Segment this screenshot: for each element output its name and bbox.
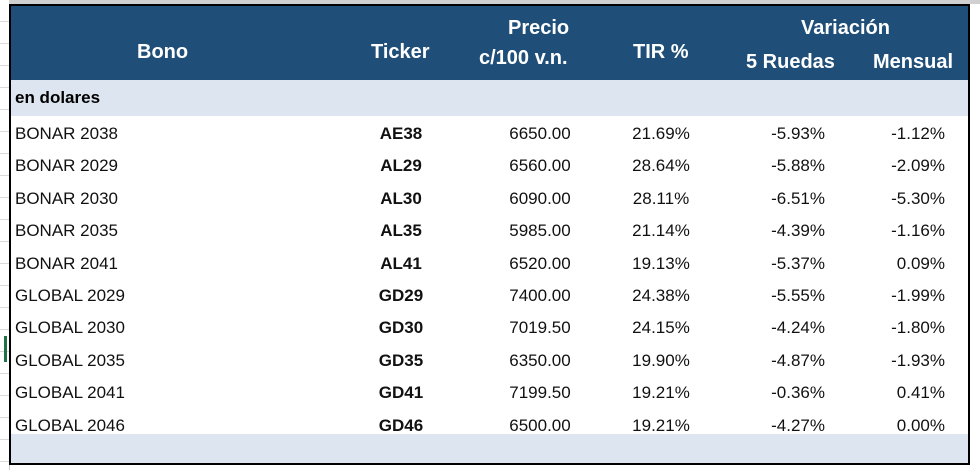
ticker-cell: AL35 [380, 221, 422, 241]
bono-cell: BONAR 2041 [15, 253, 118, 273]
header-tir: TIR % [633, 41, 689, 63]
precio-cell: 6520.00 [509, 253, 571, 273]
variacion-5-ruedas-cell: -4.39% [771, 221, 825, 241]
table-body: BONAR 2038 AE38 6650.00 21.69% -5.93% -1.12% B… [11, 118, 968, 442]
active-row-marker [4, 336, 7, 362]
bono-cell: BONAR 2038 [15, 124, 118, 143]
bono-cell: GLOBAL 2046 [15, 415, 125, 435]
ticker-cell: GD29 [378, 285, 424, 305]
bono-cell: GLOBAL 2041 [15, 383, 125, 403]
header-mensual: Mensual [873, 51, 954, 73]
tir-cell: 28.64% [632, 156, 690, 176]
bono-cell: GLOBAL 2030 [15, 318, 125, 338]
ticker-cell: GD35 [378, 350, 424, 370]
table-row: GLOBAL 2041 GD41 7199.50 19.21% -0.36% 0.41% [11, 377, 968, 409]
variacion-5-ruedas-cell: -6.51% [771, 188, 825, 208]
variacion-mensual-cell: -1.16% [891, 221, 945, 241]
header-variacion: Variación [801, 17, 890, 39]
tir-cell: 21.69% [632, 124, 690, 143]
variacion-mensual-cell: 0.09% [896, 253, 945, 273]
tir-cell: 24.38% [632, 285, 690, 305]
bono-cell: GLOBAL 2035 [15, 350, 125, 370]
bono-cell: BONAR 2029 [15, 156, 118, 176]
table-row: BONAR 2041 AL41 6520.00 19.13% -5.37% 0.09% [11, 248, 968, 280]
table-row: BONAR 2029 AL29 6560.00 28.64% -5.88% -2.09% [11, 150, 968, 182]
precio-cell: 6650.00 [509, 124, 571, 143]
precio-cell: 6090.00 [509, 188, 571, 208]
ticker-cell: GD30 [378, 318, 424, 338]
variacion-mensual-cell: -1.93% [891, 350, 945, 370]
tir-cell: 19.21% [632, 383, 690, 403]
variacion-5-ruedas-cell: -5.37% [771, 253, 825, 273]
bono-cell: BONAR 2030 [15, 188, 118, 208]
variacion-mensual-cell: -1.12% [891, 124, 945, 143]
ticker-cell: AE38 [379, 124, 423, 143]
variacion-mensual-cell: 0.41% [896, 383, 945, 403]
ticker-cell: AL41 [380, 253, 422, 273]
tir-cell: 19.13% [632, 253, 690, 273]
bono-cell: GLOBAL 2029 [15, 285, 125, 305]
table-row: BONAR 2038 AE38 6650.00 21.69% -5.93% -1.12% [11, 118, 968, 150]
tir-cell: 24.15% [632, 318, 690, 338]
precio-cell: 7199.50 [509, 383, 571, 403]
tir-cell: 21.14% [632, 221, 690, 241]
tir-cell: 19.90% [632, 350, 690, 370]
variacion-5-ruedas-cell: -5.55% [771, 285, 825, 305]
header-precio-unit: c/100 v.n. [479, 47, 568, 69]
table-row: BONAR 2030 AL30 6090.00 28.11% -6.51% -5.30% [11, 183, 968, 215]
ticker-cell: AL30 [380, 188, 422, 208]
ticker-cell: GD41 [378, 383, 424, 403]
bono-cell: BONAR 2035 [15, 221, 118, 241]
table-row: BONAR 2035 AL35 5985.00 21.14% -4.39% -1.16% [11, 215, 968, 247]
bond-table: Bono Ticker Precio c/100 v.n. TIR % Vari… [9, 4, 970, 465]
variacion-5-ruedas-cell: -5.93% [771, 124, 825, 143]
top-rule [9, 0, 980, 4]
variacion-mensual-cell: 0.00% [896, 415, 945, 435]
header-precio: Precio [508, 17, 570, 39]
table-header: Bono Ticker Precio c/100 v.n. TIR % Vari… [11, 6, 968, 80]
table-row: GLOBAL 2029 GD29 7400.00 24.38% -5.55% -1.99% [11, 280, 968, 312]
table-row: GLOBAL 2030 GD30 7019.50 24.15% -4.24% -1.80% [11, 312, 968, 344]
precio-cell: 5985.00 [509, 221, 571, 241]
precio-cell: 6350.00 [509, 350, 571, 370]
precio-cell: 7019.50 [509, 318, 571, 338]
variacion-mensual-cell: -1.80% [891, 318, 945, 338]
precio-cell: 7400.00 [509, 285, 571, 305]
variacion-5-ruedas-cell: -4.87% [771, 350, 825, 370]
header-bono: Bono [137, 41, 189, 63]
header-5-ruedas: 5 Ruedas [746, 51, 835, 73]
section-label: en dolares [15, 88, 101, 107]
header-ticker: Ticker [371, 41, 430, 63]
ticker-cell: AL29 [380, 156, 422, 176]
tir-cell: 28.11% [632, 188, 690, 208]
precio-cell: 6560.00 [509, 156, 571, 176]
variacion-5-ruedas-cell: -0.36% [771, 383, 825, 403]
variacion-5-ruedas-cell: -4.24% [771, 318, 825, 338]
variacion-5-ruedas-cell: -4.27% [771, 415, 825, 435]
variacion-5-ruedas-cell: -5.88% [771, 156, 825, 176]
table-row: GLOBAL 2035 GD35 6350.00 19.90% -4.87% -1.93% [11, 345, 968, 377]
tir-cell: 19.21% [632, 415, 690, 435]
variacion-mensual-cell: -2.09% [891, 156, 945, 176]
variacion-mensual-cell: -5.30% [891, 188, 945, 208]
precio-cell: 6500.00 [509, 415, 571, 435]
table-row: GLOBAL 2046 GD46 6500.00 19.21% -4.27% 0.00% [11, 410, 968, 442]
section-row: en dolares [11, 80, 968, 116]
footer-band [11, 434, 968, 463]
ticker-cell: GD46 [378, 415, 424, 435]
variacion-mensual-cell: -1.99% [891, 285, 945, 305]
